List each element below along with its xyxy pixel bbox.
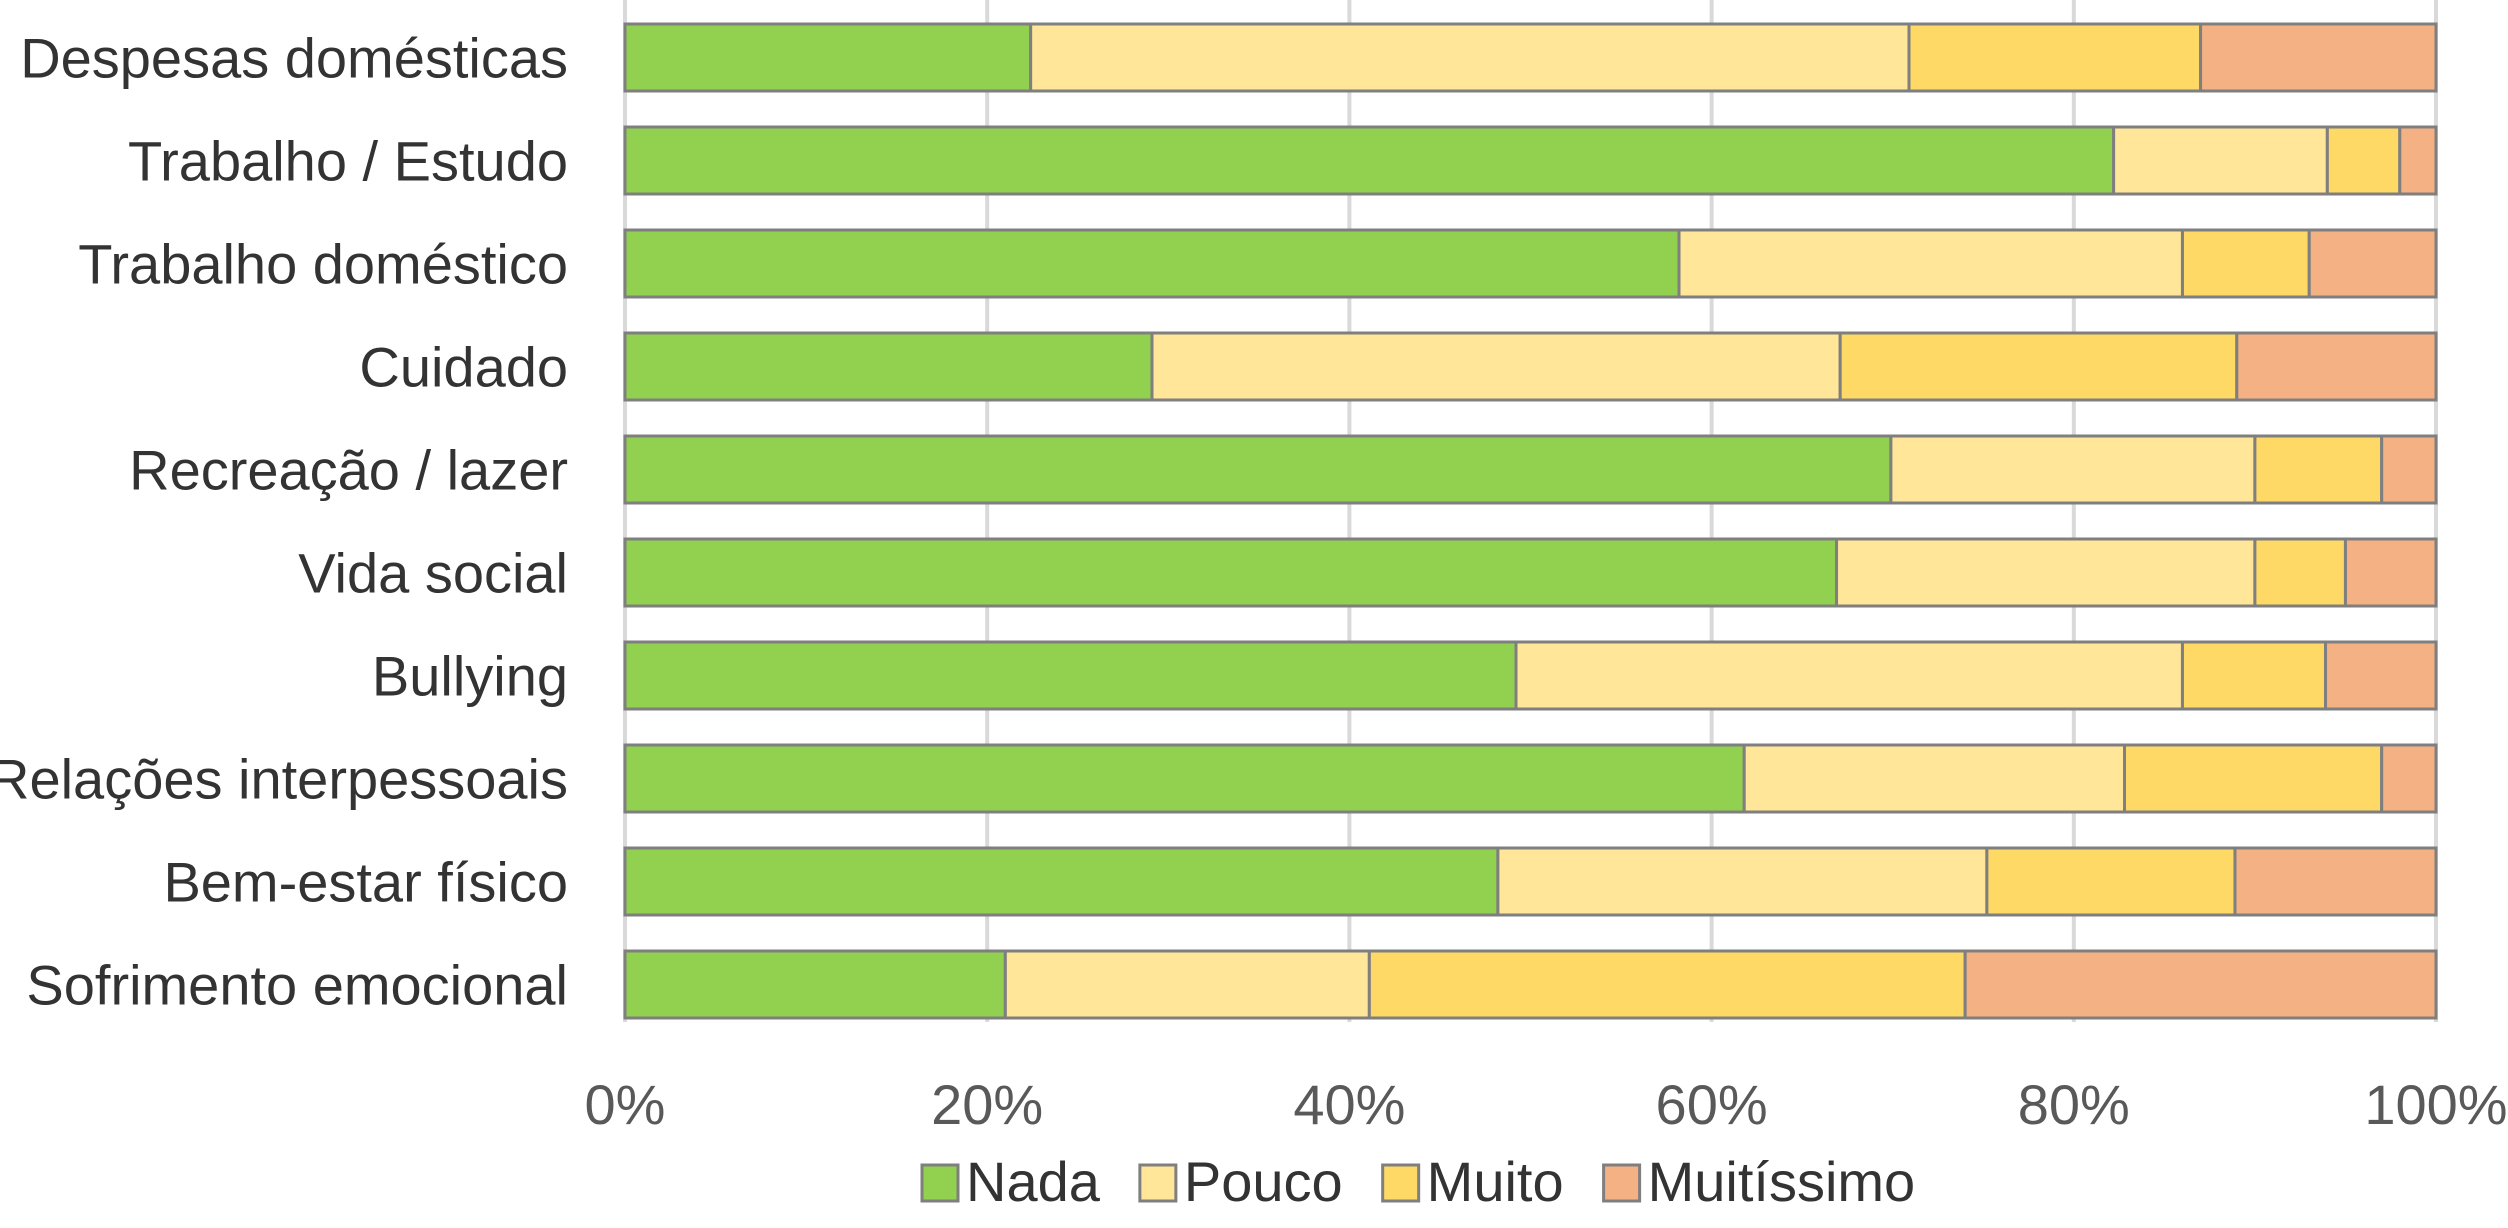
category-label: Relações interpessoais	[0, 748, 568, 811]
bar-segment-pouco	[1150, 331, 1842, 402]
category-label: Cuidado	[359, 336, 568, 399]
legend-swatch	[1138, 1163, 1178, 1203]
category-label: Trabalho / Estudo	[128, 130, 568, 193]
x-tick-label: 0%	[585, 1073, 666, 1136]
bar-segment-nada	[623, 949, 1007, 1020]
legend-swatch	[1602, 1163, 1642, 1203]
bar-segment-pouco	[1496, 846, 1989, 917]
legend-label: Muitíssimo	[1648, 1150, 1916, 1213]
category-label: Trabalho doméstico	[78, 233, 568, 296]
bar-segment-muit-ssimo	[1963, 949, 2438, 1020]
bar-segment-muito	[2253, 537, 2347, 608]
category-label: Recreação / lazer	[129, 439, 568, 502]
legend-label: Nada	[966, 1150, 1101, 1213]
bar-segment-muit-ssimo	[2398, 125, 2438, 196]
x-tick-label: 60%	[1656, 1073, 1768, 1136]
bar-segment-muit-ssimo	[2199, 22, 2438, 93]
bar-segment-muit-ssimo	[2235, 331, 2438, 402]
bar-segment-muito	[2123, 743, 2384, 814]
category-label: Despesas domésticas	[20, 27, 568, 90]
legend-swatch	[920, 1163, 960, 1203]
legend-label: Pouco	[1184, 1150, 1343, 1213]
category-label: Vida social	[298, 542, 568, 605]
x-tick-label: 100%	[2364, 1073, 2507, 1136]
category-label: Sofrimento emocional	[26, 954, 568, 1017]
bar-segment-muito	[1985, 846, 2237, 917]
bar-segment-pouco	[1889, 434, 2257, 505]
bar-segment-pouco	[1742, 743, 2127, 814]
x-tick-label: 20%	[931, 1073, 1043, 1136]
legend-swatch	[1381, 1163, 1421, 1203]
bar-segment-pouco	[1514, 640, 2184, 711]
bar-segment-pouco	[2112, 125, 2329, 196]
bar-segment-pouco	[1677, 228, 2184, 299]
category-label: Bullying	[372, 645, 568, 708]
bar-segment-muit-ssimo	[2307, 228, 2438, 299]
bar-segment-nada	[623, 125, 2116, 196]
legend: Nada Pouco Muito Muitíssimo	[920, 1150, 1916, 1213]
bar-segment-pouco	[1003, 949, 1371, 1020]
bar-segment-muito	[2325, 125, 2402, 196]
x-tick-label: 80%	[2018, 1073, 2130, 1136]
x-axis-tick-labels: 0% 20% 40% 60% 80% 100%	[585, 1073, 2508, 1136]
bar-segment-muito	[2253, 434, 2384, 505]
category-label: Bem-estar físico	[163, 851, 568, 914]
bar-segment-nada	[623, 22, 1033, 93]
bar-segment-muit-ssimo	[2324, 640, 2438, 711]
bar-segments	[623, 22, 2438, 1020]
category-labels: Despesas domésticas Trabalho / Estudo Trab…	[0, 27, 568, 1017]
bar-segment-muit-ssimo	[2380, 743, 2438, 814]
bar-segment-muito	[1367, 949, 1967, 1020]
bar-segment-nada	[623, 846, 1500, 917]
bar-segment-muito	[2180, 640, 2328, 711]
x-tick-label: 40%	[1293, 1073, 1405, 1136]
bar-segment-nada	[623, 331, 1154, 402]
bar-segment-muito	[1907, 22, 2203, 93]
bar-segment-muit-ssimo	[2380, 434, 2438, 505]
bar-segment-pouco	[1835, 537, 2257, 608]
bar-segment-nada	[623, 640, 1518, 711]
bar-segment-nada	[623, 743, 1746, 814]
bar-segment-nada	[623, 434, 1893, 505]
bar-segment-pouco	[1029, 22, 1911, 93]
bar-segment-nada	[623, 537, 1839, 608]
bar-segment-muito	[2180, 228, 2311, 299]
legend-label: Muito	[1427, 1150, 1564, 1213]
bar-segment-nada	[623, 228, 1681, 299]
bar-segment-muito	[1838, 331, 2239, 402]
bar-segment-muit-ssimo	[2233, 846, 2438, 917]
bar-segment-muit-ssimo	[2343, 537, 2438, 608]
